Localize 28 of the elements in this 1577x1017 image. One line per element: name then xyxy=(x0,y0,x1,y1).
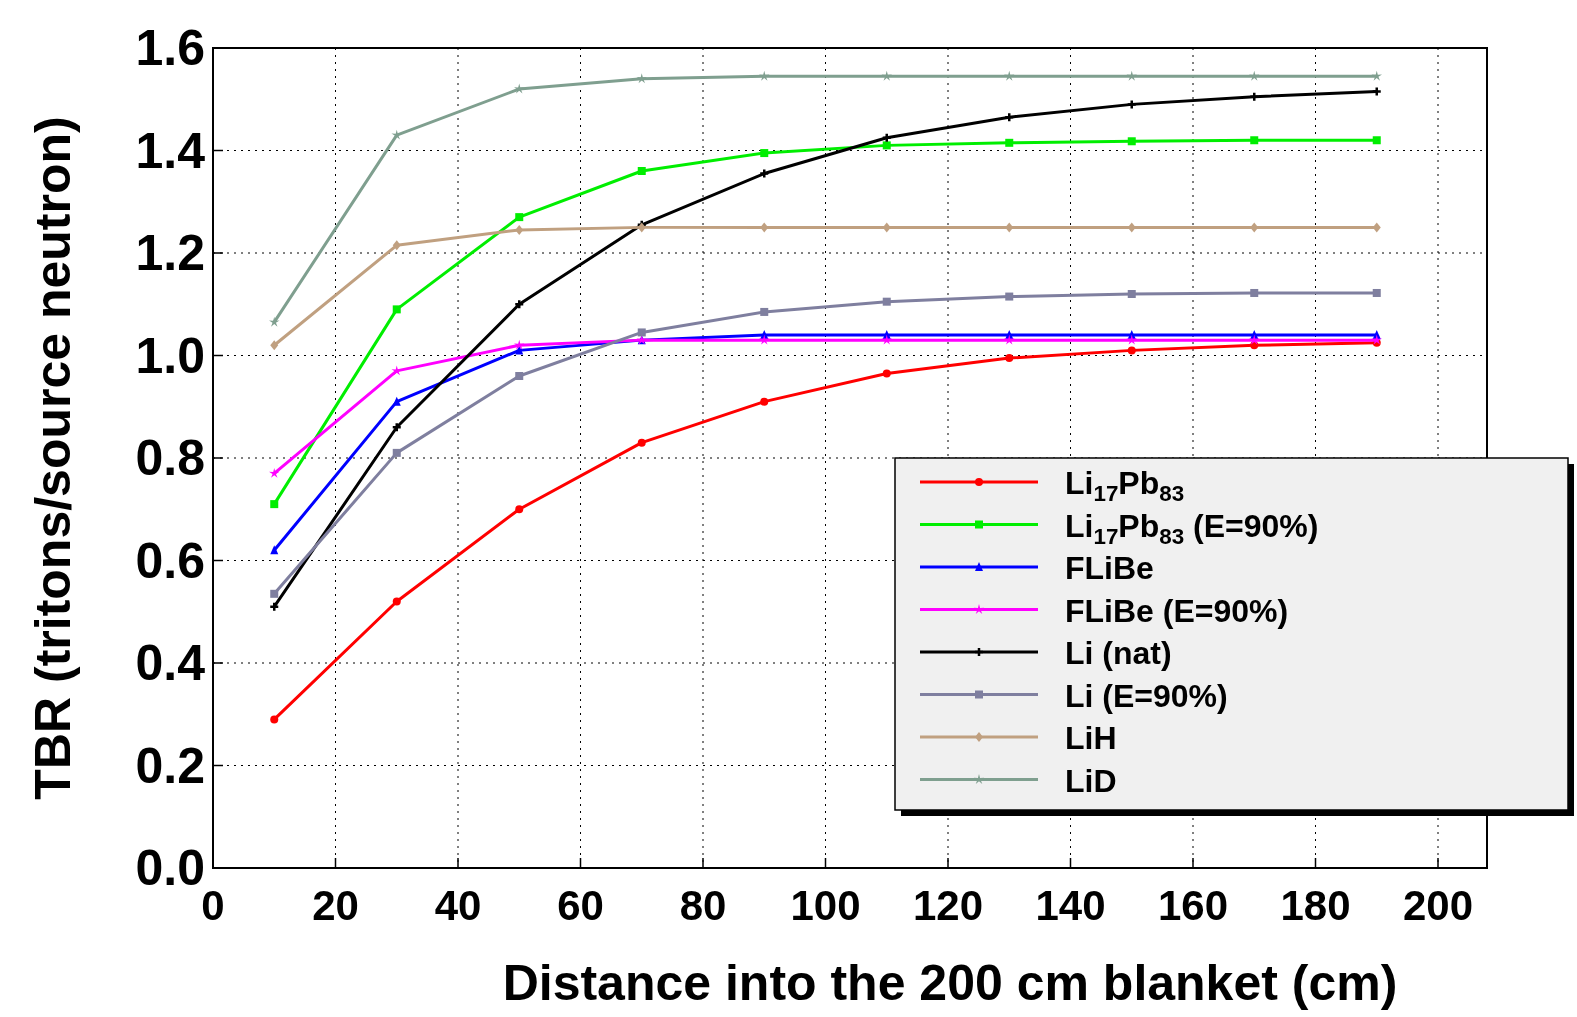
y-tick-label: 1.6 xyxy=(135,20,205,76)
x-tick-label: 40 xyxy=(434,882,482,929)
y-tick-label: 0.8 xyxy=(135,430,205,486)
y-tick-label: 1.4 xyxy=(135,122,206,179)
legend-label: FLiBe xyxy=(1065,550,1154,586)
x-axis-title: Distance into the 200 cm blanket (cm) xyxy=(502,955,1398,1011)
x-tick-label: 100 xyxy=(790,882,861,929)
y-axis-title: TBR (tritons/source neutron) xyxy=(25,116,81,800)
y-tick-label: 1.0 xyxy=(135,327,205,384)
x-tick-label: 20 xyxy=(312,882,359,929)
y-tick-label: 0.6 xyxy=(135,532,205,589)
x-tick-label: 200 xyxy=(1402,882,1474,929)
legend-label: Li (E=90%) xyxy=(1065,677,1228,714)
y-tick-label: 1.2 xyxy=(135,225,205,281)
x-tick-label: 120 xyxy=(912,882,984,929)
x-tick-label: 160 xyxy=(1157,882,1229,929)
legend-label: Li (nat) xyxy=(1065,635,1172,671)
legend-label: LiD xyxy=(1065,762,1117,799)
legend-label: LiH xyxy=(1065,720,1117,756)
y-tick-label: 0.4 xyxy=(135,635,206,691)
x-tick-label: 80 xyxy=(679,882,727,929)
x-tick-label: 180 xyxy=(1280,882,1351,929)
legend-label: FLiBe (E=90%) xyxy=(1065,592,1289,629)
legend-label: Li$_{17}$Pb$_{83}$ (E=90%) xyxy=(1065,507,1319,549)
y-tick-label: 0.2 xyxy=(135,737,205,794)
legend-label: Li$_{17}$Pb$_{83}$ xyxy=(1065,465,1185,506)
x-tick-label: 140 xyxy=(1035,882,1106,929)
x-tick-label: 60 xyxy=(557,882,604,929)
